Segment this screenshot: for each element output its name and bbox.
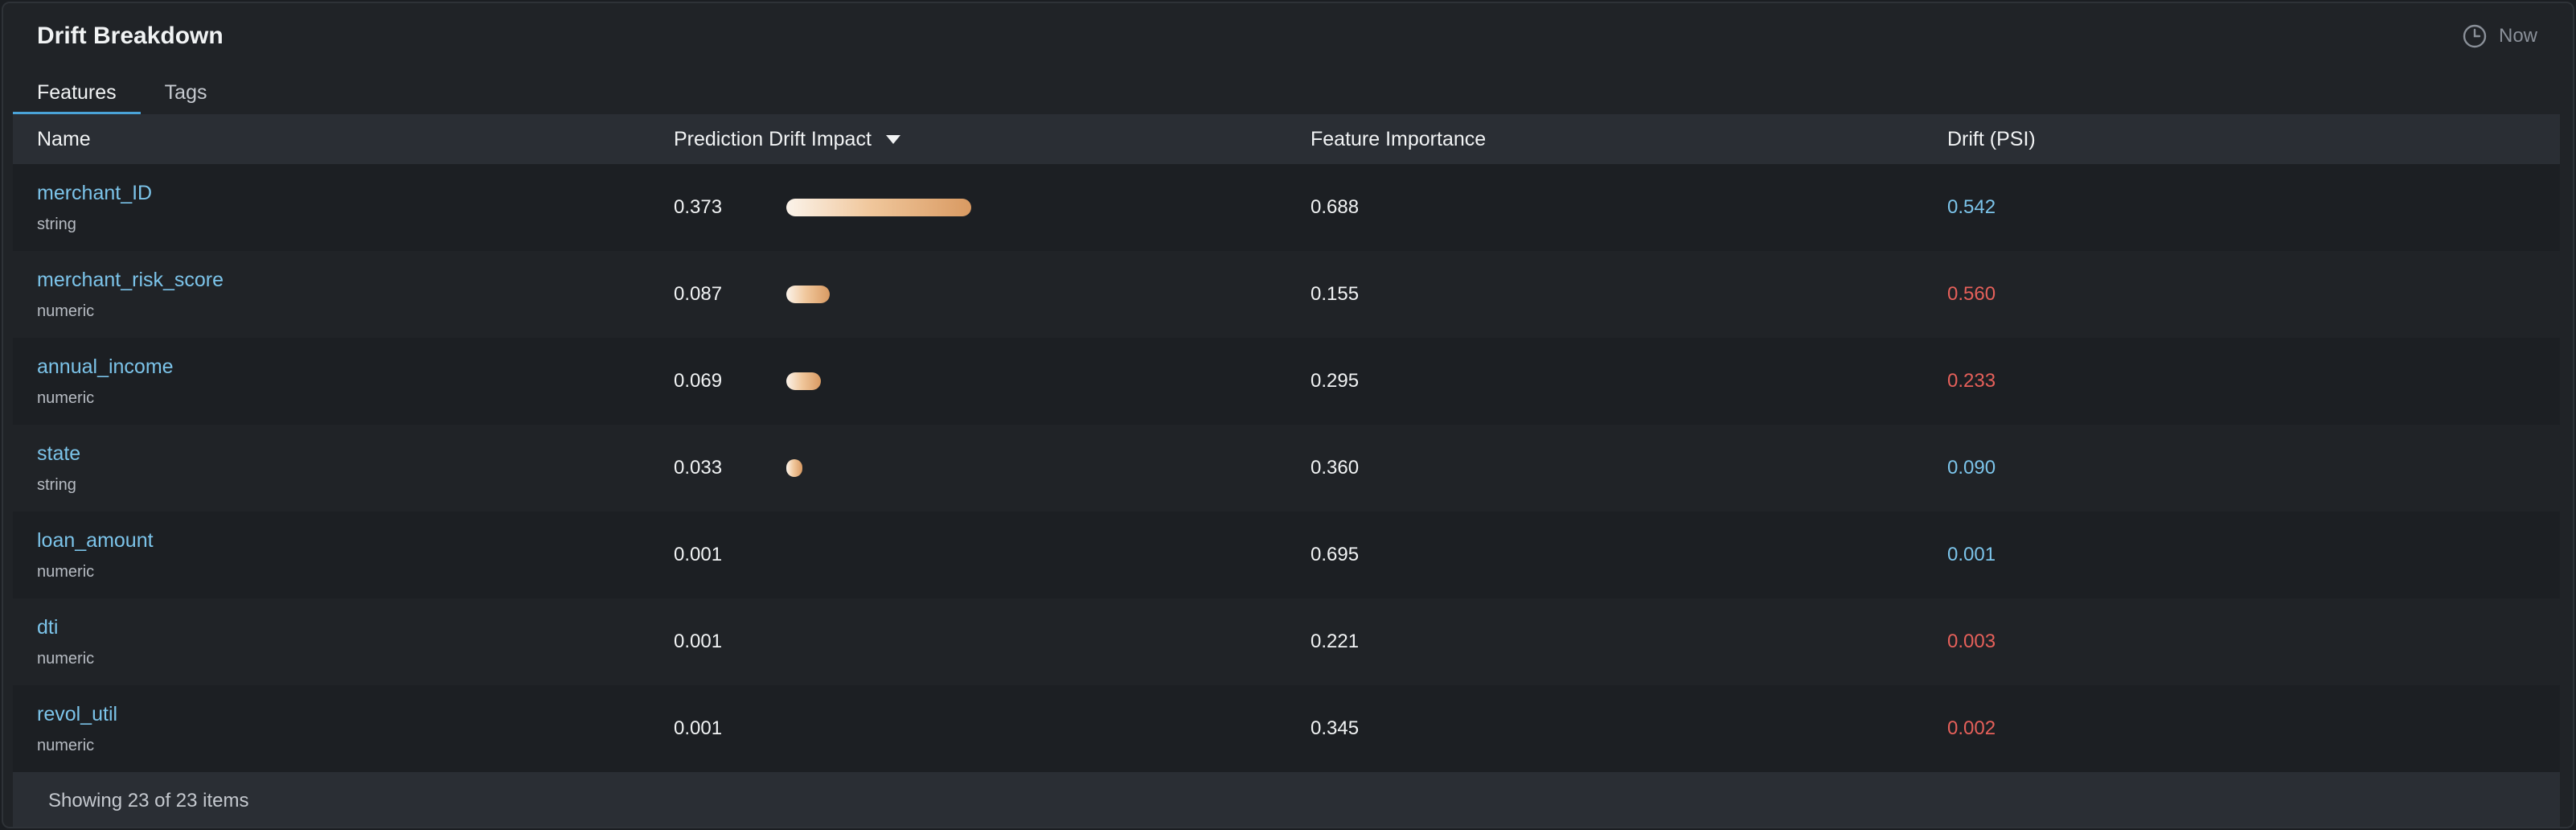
- feature-type-label: numeric: [37, 737, 95, 754]
- prediction-drift-impact-cell: 0.373: [674, 164, 971, 251]
- column-header-name[interactable]: Name: [37, 114, 91, 164]
- drift-psi-value: 0.003: [1947, 631, 1996, 652]
- table-row[interactable]: dti numeric 0.001 0.221 0.003: [13, 598, 2560, 685]
- panel-header: Drift Breakdown Now: [3, 3, 2573, 71]
- column-header-prediction-drift-impact[interactable]: Prediction Drift Impact: [674, 114, 902, 164]
- feature-type-label: numeric: [37, 389, 95, 407]
- impact-bar: [786, 199, 971, 216]
- feature-type-label: string: [37, 476, 76, 494]
- clock-icon: [2462, 23, 2488, 49]
- feature-type-label: string: [37, 216, 76, 233]
- table-header: Name Prediction Drift Impact Feature Imp…: [13, 114, 2560, 164]
- impact-value: 0.001: [674, 544, 723, 565]
- table-body: merchant_ID string 0.373 0.688 0.542 merchant…: [13, 164, 2560, 772]
- sort-desc-caret-icon[interactable]: [884, 114, 902, 164]
- feature-name-link[interactable]: state: [37, 442, 81, 465]
- feature-name-cell: dti numeric: [37, 598, 94, 685]
- feature-importance-value: 0.221: [1311, 631, 1360, 652]
- time-label: Now: [2498, 25, 2537, 47]
- feature-importance-value: 0.360: [1311, 457, 1360, 479]
- table-row[interactable]: state string 0.033 0.360 0.090: [13, 425, 2560, 512]
- panel-title: Drift Breakdown: [37, 23, 224, 49]
- impact-value: 0.069: [674, 370, 723, 392]
- impact-value: 0.373: [674, 196, 723, 218]
- feature-name-link[interactable]: loan_amount: [37, 529, 154, 552]
- drift-psi-value: 0.233: [1947, 370, 1996, 392]
- impact-value: 0.001: [674, 631, 723, 652]
- table-footer: Showing 23 of 23 items: [13, 772, 2560, 827]
- impact-bar: [786, 459, 803, 477]
- feature-name-link[interactable]: revol_util: [37, 703, 118, 725]
- prediction-drift-impact-cell: 0.069: [674, 338, 821, 425]
- feature-importance-value: 0.695: [1311, 544, 1360, 565]
- column-header-impact-label: Prediction Drift Impact: [674, 128, 872, 150]
- feature-importance-value: 0.345: [1311, 717, 1360, 739]
- tab-features[interactable]: Features: [13, 71, 141, 114]
- prediction-drift-impact-cell: 0.087: [674, 251, 830, 338]
- feature-name-link[interactable]: merchant_ID: [37, 182, 153, 204]
- impact-bar: [786, 286, 830, 303]
- prediction-drift-impact-cell: 0.001: [674, 512, 786, 598]
- drift-psi-value: 0.002: [1947, 717, 1996, 739]
- drift-psi-value: 0.001: [1947, 544, 1996, 565]
- feature-type-label: numeric: [37, 563, 95, 581]
- pagination-status: Showing 23 of 23 items: [48, 790, 249, 812]
- tab-bar: Features Tags: [13, 71, 231, 114]
- impact-value: 0.087: [674, 283, 723, 305]
- drift-psi-value: 0.560: [1947, 283, 1996, 305]
- column-header-name-label: Name: [37, 128, 91, 150]
- feature-type-label: numeric: [37, 650, 95, 668]
- feature-importance-value: 0.688: [1311, 196, 1360, 218]
- tab-tags[interactable]: Tags: [164, 81, 207, 104]
- prediction-drift-impact-cell: 0.001: [674, 685, 786, 772]
- drift-psi-value: 0.090: [1947, 457, 1996, 479]
- feature-name-link[interactable]: annual_income: [37, 355, 174, 378]
- impact-value: 0.001: [674, 717, 723, 739]
- column-header-psi-label: Drift (PSI): [1947, 128, 2036, 150]
- impact-bar: [786, 372, 821, 390]
- prediction-drift-impact-cell: 0.001: [674, 598, 786, 685]
- time-range-selector[interactable]: Now: [2462, 23, 2537, 50]
- column-header-feature-importance[interactable]: Feature Importance: [1311, 114, 1486, 164]
- feature-name-cell: state string: [37, 425, 80, 512]
- column-header-importance-label: Feature Importance: [1311, 128, 1487, 150]
- prediction-drift-impact-cell: 0.033: [674, 425, 803, 512]
- feature-name-link[interactable]: merchant_risk_score: [37, 269, 224, 291]
- impact-value: 0.033: [674, 457, 723, 479]
- feature-type-label: numeric: [37, 302, 95, 320]
- drift-psi-value: 0.542: [1947, 196, 1996, 218]
- feature-name-link[interactable]: dti: [37, 616, 59, 639]
- feature-importance-value: 0.295: [1311, 370, 1360, 392]
- column-header-drift-psi[interactable]: Drift (PSI): [1947, 114, 2036, 164]
- feature-importance-value: 0.155: [1311, 283, 1360, 305]
